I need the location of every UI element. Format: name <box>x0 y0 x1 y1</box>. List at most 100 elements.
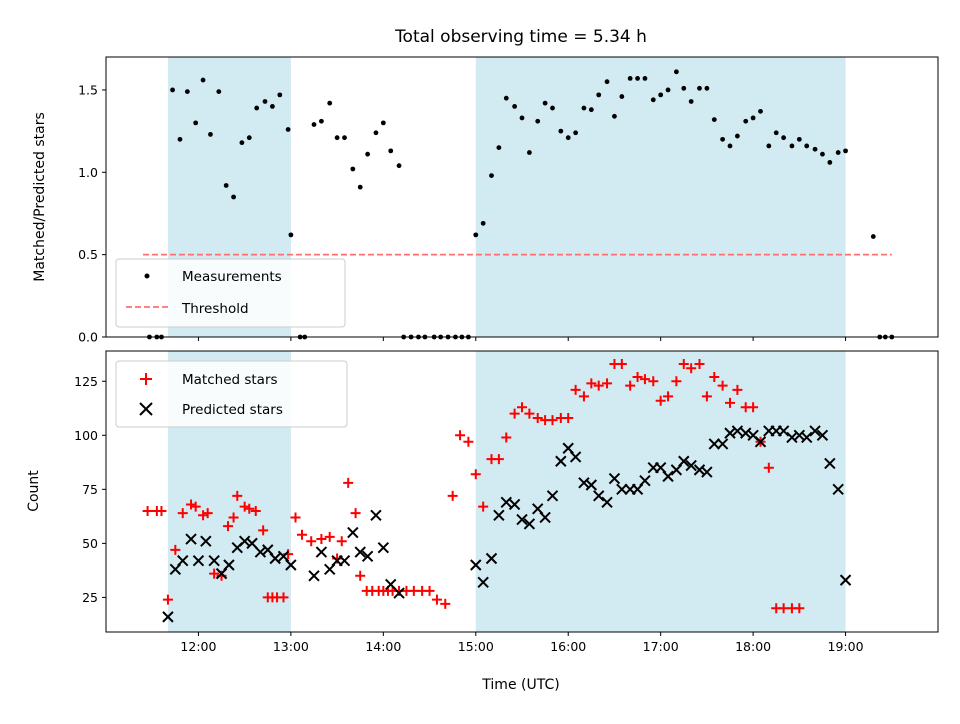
predicted-stars-point <box>269 552 281 565</box>
predicted-stars-point <box>347 526 359 539</box>
predicted-stars-point <box>177 554 189 567</box>
matched-stars-point <box>794 603 805 614</box>
matched-stars-point <box>725 397 735 408</box>
measurements-point <box>327 100 333 106</box>
matched-stars-point <box>578 391 589 402</box>
predicted-stars-point <box>578 477 590 489</box>
predicted-stars-point <box>361 550 374 563</box>
predicted-stars-point <box>308 570 320 582</box>
predicted-stars-point <box>539 511 551 524</box>
matched-stars-point <box>232 490 243 501</box>
predicted-stars-point <box>832 483 844 496</box>
measurements-point <box>773 130 779 136</box>
predicted-stars-point <box>238 535 251 547</box>
matched-stars-point <box>501 432 512 443</box>
matched-stars-point <box>717 380 728 391</box>
measurements-point <box>277 92 283 98</box>
measurements-point <box>200 77 206 83</box>
predicted-stars-point <box>477 576 489 588</box>
matched-stars-point <box>447 490 458 501</box>
x-tick-label: 12:00 <box>180 639 216 654</box>
predicted-stars-point <box>601 496 613 509</box>
threshold-legend-label: Threshold <box>181 301 249 317</box>
predicted-stars-point <box>693 464 706 476</box>
predicted-stars-point <box>809 425 821 437</box>
x-tick-label: 19:00 <box>828 639 864 654</box>
matched-stars-point <box>694 358 705 369</box>
matched-stars-point <box>570 384 581 395</box>
matched-stars-point <box>632 371 643 382</box>
predicted-stars-point <box>508 498 521 511</box>
measurements-point <box>727 143 733 149</box>
predicted-stars-point <box>185 533 197 545</box>
measurements-point <box>380 120 386 126</box>
measurements-point <box>480 220 486 226</box>
measurements-point <box>781 135 787 141</box>
y-tick-label: 50 <box>82 536 98 551</box>
matched-stars-point <box>431 594 442 605</box>
measurements-point <box>827 160 833 165</box>
measurements-point <box>635 76 640 81</box>
matched-stars-point <box>296 529 307 540</box>
predicted-stars-point <box>801 431 813 444</box>
x-axis-title: Time (UTC) <box>481 677 559 693</box>
observing-window-2 <box>475 57 846 337</box>
matched-stars-point <box>678 358 689 369</box>
matched-stars-point <box>244 503 255 514</box>
count-y-axis-title: Count <box>26 470 42 512</box>
predicted-stars-point <box>555 455 567 467</box>
x-tick-label: 14:00 <box>365 639 401 654</box>
measurements-point <box>681 85 687 91</box>
predicted-stars-point <box>786 431 798 444</box>
measurements-point <box>588 107 594 113</box>
matched-stars-point <box>602 378 613 389</box>
matched-stars-point <box>223 521 234 532</box>
predicted-stars-point <box>701 466 713 478</box>
y-tick-label: 75 <box>82 482 98 497</box>
count-panel: 25 50 75 100 125 12:00 13:00 14:00 15:00 16:00 17… <box>26 350 939 654</box>
ratio-panel: 0.0 0.5 1.0 1.5 Matched/Predicted stars Mea… <box>32 56 939 345</box>
matched-stars-point <box>686 363 697 374</box>
measurements-point <box>812 146 818 152</box>
x-tick-label: 18:00 <box>735 639 771 654</box>
predicted-stars-point <box>724 427 736 439</box>
measurements-point <box>619 94 625 99</box>
measurements-point <box>835 150 841 155</box>
matched-stars-point <box>648 376 659 387</box>
measurements-point <box>246 135 252 141</box>
matched-stars-point <box>278 592 289 603</box>
measurements-point <box>342 135 347 141</box>
matched-stars-point <box>524 408 535 419</box>
y-tick-label: 125 <box>74 374 98 389</box>
matched-stars-point <box>547 415 558 426</box>
predicted-stars-legend-marker <box>139 402 153 416</box>
matched-stars-point <box>671 376 682 387</box>
measurements-point <box>758 108 763 114</box>
measurements-point <box>216 89 222 94</box>
measurements-legend-label: Measurements <box>182 269 282 285</box>
measurements-point <box>318 118 324 124</box>
predicted-stars-point <box>639 474 651 487</box>
matched-stars-point <box>655 395 666 406</box>
measurements-legend-marker <box>144 273 150 279</box>
y-tick-label: 25 <box>82 590 98 605</box>
measurements-point <box>489 173 494 178</box>
matched-stars-point <box>316 534 327 545</box>
measurements-point <box>388 148 394 154</box>
measurements-point <box>254 105 260 111</box>
predicted-stars-point <box>200 535 212 547</box>
ratio-legend: Measurements Threshold <box>115 258 346 328</box>
predicted-stars-point <box>740 427 752 439</box>
matched-stars-point <box>763 462 774 473</box>
matched-stars-point <box>142 505 153 516</box>
matched-stars-point <box>625 380 636 391</box>
measurements-point <box>650 97 656 103</box>
predicted-stars-point <box>485 552 498 565</box>
x-tick-label: 16:00 <box>550 639 586 654</box>
measurements-point <box>688 99 694 104</box>
measurements-point <box>720 136 726 142</box>
matched-stars-point <box>424 585 435 596</box>
matched-stars-point <box>290 512 301 523</box>
measurements-point <box>535 118 541 124</box>
matched-stars-point <box>228 512 239 523</box>
